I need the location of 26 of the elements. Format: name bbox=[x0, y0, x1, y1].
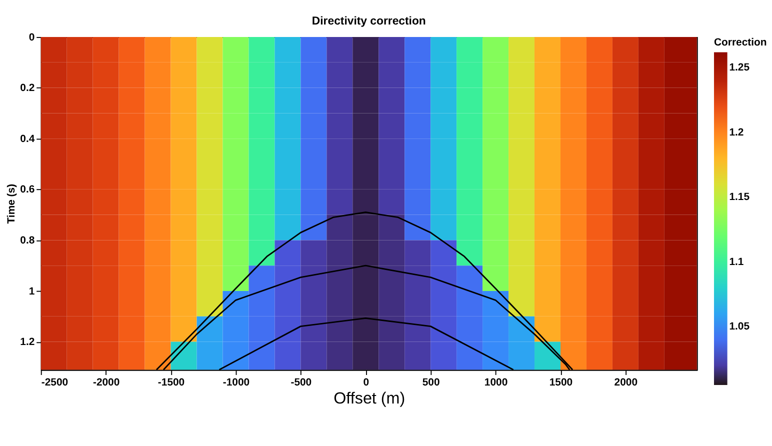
chart-title: Directivity correction bbox=[312, 16, 426, 28]
x-tick-label: -1000 bbox=[222, 377, 250, 388]
y-tick-label: 0.4 bbox=[20, 134, 35, 145]
color-bar-label: 1.05 bbox=[729, 322, 750, 333]
x-tick-label: -2000 bbox=[92, 377, 120, 388]
y-tick-label: 0 bbox=[28, 32, 35, 44]
x-tick-label: 1500 bbox=[549, 377, 573, 388]
color-bar-label: 1.1 bbox=[729, 256, 744, 268]
x-tick-label: 2000 bbox=[614, 377, 638, 388]
y-tick-label: 0.2 bbox=[20, 83, 35, 94]
y-tick-label: 0.6 bbox=[20, 184, 35, 196]
x-tick-label: -500 bbox=[290, 377, 312, 388]
color-bar-label: 1.2 bbox=[729, 127, 744, 138]
color-bar-label: 1.15 bbox=[729, 192, 750, 204]
x-tick-label: 500 bbox=[422, 377, 440, 388]
y-tick-label: 1.2 bbox=[20, 337, 35, 348]
y-axis-title: Time (s) bbox=[6, 184, 18, 224]
x-axis-title: Offset (m) bbox=[334, 390, 406, 408]
x-tick-label: 1000 bbox=[484, 377, 508, 388]
color-bar-label: 1.25 bbox=[729, 62, 750, 74]
y-tick-label: 1 bbox=[28, 286, 35, 298]
x-tick-label: -1500 bbox=[158, 377, 185, 388]
x-tick-label: 0 bbox=[363, 377, 370, 388]
y-tick-label: 0.8 bbox=[20, 236, 35, 247]
color-bar-title: Correction bbox=[714, 38, 767, 49]
x-tick-label: -2500 bbox=[41, 377, 68, 388]
